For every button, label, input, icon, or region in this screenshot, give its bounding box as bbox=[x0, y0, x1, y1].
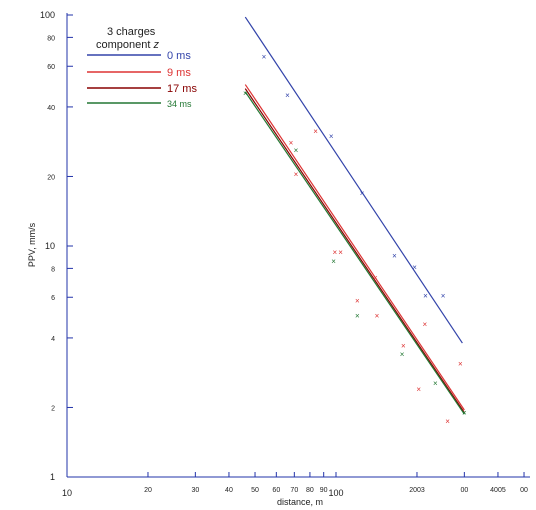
y-tick-label: 6 bbox=[51, 295, 55, 302]
x-tick-label: 60 bbox=[272, 487, 280, 494]
x-tick-label: 00 bbox=[520, 487, 528, 494]
data-point-series-3: × bbox=[243, 89, 248, 98]
legend-title-line1: 3 charges bbox=[107, 26, 156, 38]
y-tick-label: 80 bbox=[47, 35, 55, 42]
data-point-series-0: × bbox=[285, 91, 290, 100]
legend-title-line2: component z bbox=[96, 39, 160, 51]
data-point-series-3: × bbox=[462, 409, 467, 418]
data-point-series-1: × bbox=[458, 359, 463, 368]
plot-area bbox=[66, 13, 530, 478]
x-tick-label: 2003 bbox=[409, 487, 425, 494]
fit-lines bbox=[244, 16, 465, 415]
legend: 3 charges component z 0 ms 9 ms 17 ms 34 ms bbox=[87, 26, 197, 109]
data-point-series-3: × bbox=[355, 312, 360, 321]
x-tick-label: 90 bbox=[320, 487, 328, 494]
x-tick-label: 50 bbox=[251, 487, 259, 494]
data-point-series-1: × bbox=[294, 170, 299, 179]
y-tick-label: 60 bbox=[47, 64, 55, 71]
fit-line-3 bbox=[244, 91, 465, 415]
y-tick-label: 40 bbox=[47, 105, 55, 112]
y-tick-label: 4 bbox=[51, 336, 55, 343]
x-tick-label: 80 bbox=[306, 487, 314, 494]
y-tick-label: 100 bbox=[40, 10, 55, 20]
data-point-series-0: × bbox=[360, 189, 365, 198]
data-point-series-3: × bbox=[400, 350, 405, 359]
data-point-series-1: × bbox=[401, 342, 406, 351]
fit-line-1 bbox=[244, 84, 465, 411]
data-point-series-1: × bbox=[355, 297, 360, 306]
data-point-series-3: × bbox=[433, 379, 438, 388]
data-point-series-1: × bbox=[423, 320, 428, 329]
data-point-series-1: × bbox=[289, 139, 294, 148]
y-axis-label: PPV, mm/s bbox=[27, 222, 37, 267]
data-points: ××××××× ××××× ×××××××××××××××× bbox=[243, 53, 467, 426]
y-axis-ticks: 1 2 4 6 8 10 20 40 60 80 100 bbox=[40, 10, 73, 482]
x-tick-label: 30 bbox=[191, 487, 199, 494]
x-axis-ticks: 10 20 30 40 50 60 70 80 90 100 2003 00 4005 00 bbox=[62, 472, 528, 498]
legend-entries: 0 ms 9 ms 17 ms 34 ms bbox=[87, 50, 197, 109]
data-point-series-3: × bbox=[331, 257, 336, 266]
x-tick-label: 100 bbox=[328, 488, 343, 498]
data-point-series-1: × bbox=[313, 127, 318, 136]
data-point-series-1: × bbox=[338, 248, 343, 257]
data-point-series-1: × bbox=[373, 274, 378, 283]
data-point-series-1: × bbox=[416, 385, 421, 394]
legend-title-component: component bbox=[96, 39, 150, 51]
y-tick-label: 2 bbox=[51, 405, 55, 412]
x-tick-label: 20 bbox=[144, 487, 152, 494]
y-tick-label: 8 bbox=[51, 266, 55, 273]
x-tick-label: 40 bbox=[225, 487, 233, 494]
y-tick-label: 20 bbox=[47, 174, 55, 181]
data-point-series-1: × bbox=[332, 248, 337, 257]
fit-line-0 bbox=[244, 16, 463, 344]
data-point-series-1: × bbox=[445, 417, 450, 426]
data-point-series-0: × bbox=[329, 132, 334, 141]
fit-line-2 bbox=[244, 88, 465, 413]
y-tick-label: 10 bbox=[45, 241, 55, 251]
legend-label-0: 0 ms bbox=[167, 50, 191, 62]
x-axis-label: distance, m bbox=[277, 497, 323, 507]
data-point-series-0: × bbox=[392, 251, 397, 260]
y-tick-label: 1 bbox=[50, 472, 55, 482]
legend-title-z: z bbox=[153, 39, 160, 51]
data-point-series-1: × bbox=[375, 312, 380, 321]
legend-label-2: 17 ms bbox=[167, 83, 197, 95]
x-tick-label: 00 bbox=[460, 487, 468, 494]
data-point-series-0: × bbox=[441, 292, 446, 301]
legend-label-1: 9 ms bbox=[167, 67, 191, 79]
data-point-series-3: × bbox=[294, 146, 299, 155]
x-tick-label: 4005 bbox=[490, 487, 506, 494]
x-tick-label: 70 bbox=[290, 487, 298, 494]
data-point-series-0: × bbox=[262, 53, 267, 62]
x-tick-label: 10 bbox=[62, 488, 72, 498]
data-point-series-0: × bbox=[412, 263, 417, 272]
legend-label-3: 34 ms bbox=[167, 99, 192, 109]
data-point-series-0: × bbox=[423, 292, 428, 301]
